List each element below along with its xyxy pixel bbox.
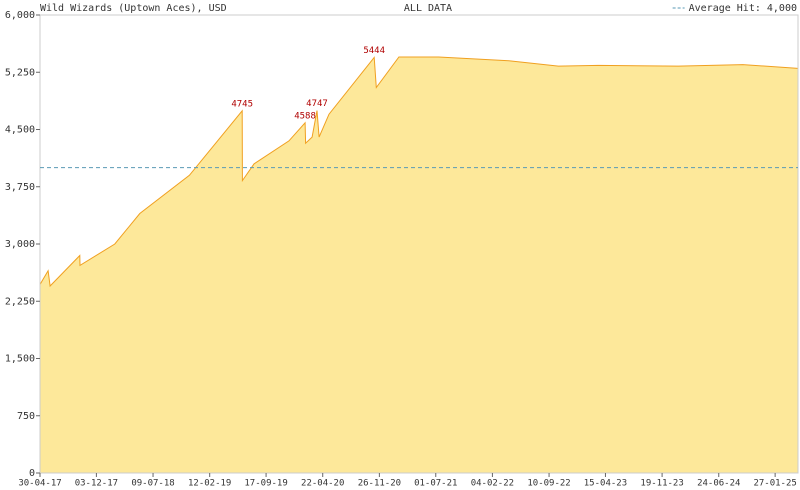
peak-label: 4747	[306, 99, 328, 109]
x-tick-label: 30-04-17	[18, 479, 61, 489]
y-tick-label: 3,000	[5, 239, 35, 250]
y-tick-label: 6,000	[5, 10, 35, 21]
x-tick-label: 12-02-19	[188, 479, 231, 489]
x-tick-label: 17-09-19	[244, 479, 287, 489]
chart-subtitle: ALL DATA	[404, 3, 452, 14]
peak-label: 4588	[294, 111, 316, 121]
y-tick-label: 750	[17, 411, 35, 422]
x-tick-label: 01-07-21	[414, 479, 457, 489]
x-tick-label: 04-02-22	[471, 479, 514, 489]
legend-label: Average Hit: 4,000	[689, 3, 797, 14]
y-tick-label: 2,250	[5, 296, 35, 307]
x-tick-label: 26-11-20	[358, 479, 401, 489]
peak-label: 5444	[363, 46, 385, 56]
x-tick-label: 27-01-25	[753, 479, 796, 489]
y-tick-label: 0	[29, 468, 35, 479]
peak-label: 4745	[231, 99, 253, 109]
x-tick-label: 15-04-23	[584, 479, 627, 489]
x-tick-label: 09-07-18	[131, 479, 174, 489]
chart-title: Wild Wizards (Uptown Aces), USD	[40, 3, 227, 14]
x-tick-label: 24-06-24	[697, 479, 740, 489]
line	[39, 56, 799, 288]
x-tick-label: 03-12-17	[75, 479, 118, 489]
y-tick-label: 3,750	[5, 182, 35, 193]
area	[40, 57, 798, 473]
x-tick-label: 10-09-22	[527, 479, 570, 489]
y-tick-label: 1,500	[5, 354, 35, 365]
y-tick-label: 5,250	[5, 67, 35, 78]
x-tick-label: 19-11-23	[640, 479, 683, 489]
y-tick-label: 4,500	[5, 125, 35, 136]
x-tick-label: 22-04-20	[301, 479, 344, 489]
